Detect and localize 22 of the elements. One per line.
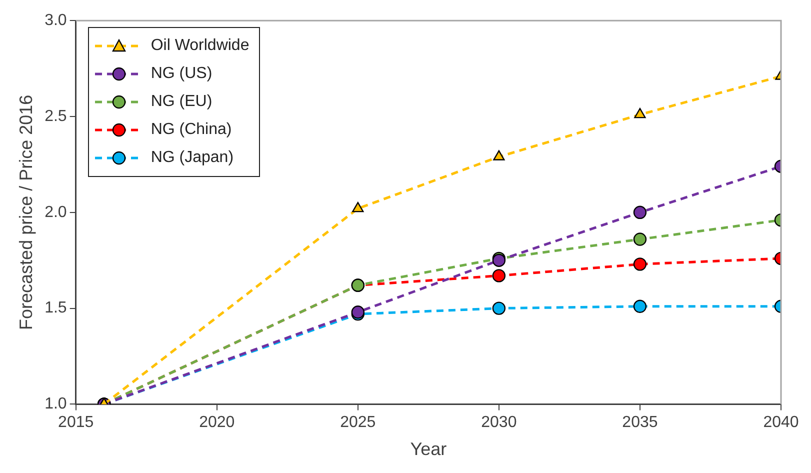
y-axis-title: Forecasted price / Price 2016: [16, 94, 36, 330]
y-tick-label: 2.0: [44, 204, 67, 221]
y-tick-label: 3.0: [44, 12, 67, 30]
legend-label: Oil Worldwide: [150, 36, 250, 55]
point: [492, 269, 506, 282]
y-tick-label: 1.5: [44, 300, 67, 317]
legend-label: NG (Japan): [150, 148, 234, 167]
x-tick-label: 2040: [763, 414, 799, 432]
x-tick-label: 2025: [340, 414, 376, 432]
legend-label: NG (China): [150, 120, 232, 139]
legend-label: NG (US): [150, 64, 212, 83]
point: [352, 202, 364, 212]
point: [493, 150, 505, 160]
x-tick-label: 2030: [481, 414, 517, 432]
x-tick-label: 2035: [622, 414, 658, 432]
y-tick-label: 1.0: [44, 396, 67, 413]
x-tick-label: 2015: [58, 414, 94, 432]
x-axis-title: Year: [410, 439, 447, 460]
point: [492, 302, 506, 315]
legend-label: NG (EU): [150, 92, 212, 111]
y-tick-label: 2.5: [44, 108, 67, 125]
x-tick-label: 2020: [199, 414, 235, 432]
